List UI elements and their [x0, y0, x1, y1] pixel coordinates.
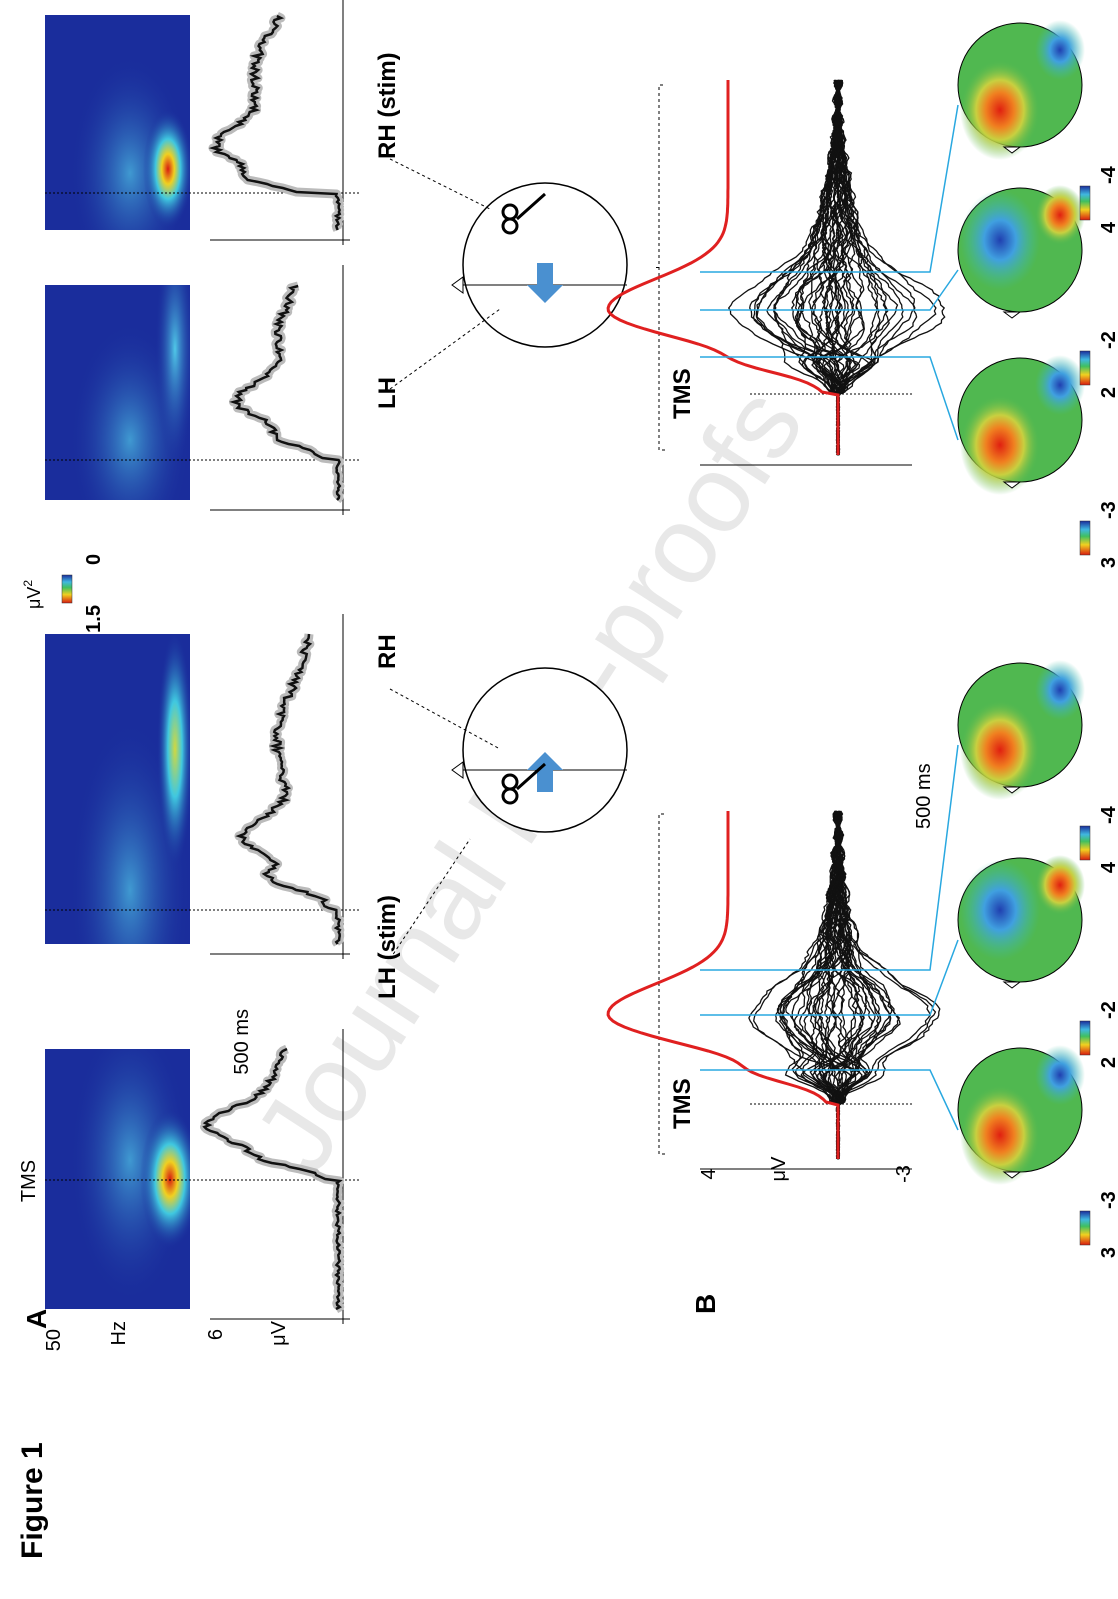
pointer — [390, 309, 500, 389]
y-label: -3 — [893, 1165, 915, 1183]
topo-colorbar — [1060, 141, 1068, 151]
nose — [452, 277, 463, 293]
topo-scale-min: -3 — [1098, 1191, 1118, 1209]
topo-scale-min: -4 — [1098, 805, 1118, 824]
channel-trace — [778, 811, 841, 1159]
time-scale: 500 ms — [913, 763, 935, 829]
colorbar-min: 0 — [83, 554, 105, 565]
topo-blob — [960, 700, 1040, 800]
topo-colorbar — [1080, 351, 1090, 385]
erp-band — [239, 634, 340, 944]
topo-blob — [960, 860, 1040, 960]
hemi-label: LH — [374, 377, 401, 409]
power-blob — [155, 229, 195, 469]
hemi-label: LH (stim) — [374, 895, 401, 999]
panel-label: A — [21, 1309, 52, 1329]
topo-scale-min: -4 — [1098, 165, 1118, 184]
panel-label: B — [690, 1294, 721, 1314]
channel-trace — [834, 80, 936, 455]
rotated-figure: Figure 1 A B 50 Hz TMS 6 μV 500 ms LH (s… — [16, 0, 1118, 1559]
topo-scale-min: -2 — [1098, 1001, 1118, 1019]
topo-colorbar — [1080, 1211, 1090, 1245]
colorbar-unit-sup: 2 — [21, 580, 35, 587]
power-blob — [143, 109, 193, 229]
topo-scale-max: 3 — [1098, 557, 1118, 568]
colorbar-unit: μV2 — [21, 580, 44, 609]
colorbar-unit: μV — [24, 587, 44, 609]
y-label: 4 — [698, 1168, 720, 1179]
erp-band — [234, 286, 340, 500]
colorbar-max: 1.5 — [83, 605, 105, 633]
topo-scale-min: -2 — [1098, 331, 1118, 349]
topo-scale-min: -3 — [1098, 501, 1118, 519]
topo-blob — [1035, 1045, 1085, 1105]
nose — [1004, 982, 1020, 988]
tms-label: TMS — [669, 1078, 696, 1129]
topo-scale-max: 4 — [1098, 221, 1118, 233]
tms-label: TMS — [18, 1160, 40, 1202]
topo-scale-max: 2 — [1098, 387, 1118, 398]
topo-blob — [1035, 855, 1085, 915]
freq-unit: Hz — [108, 1321, 130, 1345]
topo-colorbar — [1060, 306, 1068, 316]
topo-colorbar — [1060, 976, 1068, 986]
figure-title: Figure 1 — [16, 1442, 49, 1559]
nose — [1004, 312, 1020, 318]
topo-blob — [1035, 355, 1085, 415]
topo-scale-max: 4 — [1098, 861, 1118, 873]
colorbar — [62, 575, 72, 603]
topo-colorbar — [1080, 186, 1090, 220]
topo-colorbar — [1080, 521, 1090, 555]
topo-blob — [960, 395, 1040, 495]
erp-band — [213, 16, 340, 230]
topo-scale-max: 2 — [1098, 1057, 1118, 1068]
topo-blob — [1035, 20, 1085, 80]
topo-colorbar — [1060, 476, 1068, 486]
head — [463, 668, 627, 832]
power-blob — [140, 1109, 200, 1249]
hemi-label: RH (stim) — [374, 52, 401, 159]
hemi-label: RH — [374, 634, 401, 669]
topo-blob — [1035, 185, 1085, 245]
freq-label: 50 — [43, 1329, 65, 1351]
topo-blob — [960, 190, 1040, 290]
topo-colorbar — [1080, 1021, 1090, 1055]
topo-colorbar — [1080, 826, 1090, 860]
bracket — [655, 85, 665, 450]
topo-blob — [960, 60, 1040, 160]
topo-colorbar — [1060, 781, 1068, 791]
power-blob — [157, 629, 193, 869]
topo-scale-max: 3 — [1098, 1247, 1118, 1258]
amp-label: 6 — [205, 1329, 227, 1340]
pointer — [390, 159, 490, 209]
time-scale: 500 ms — [231, 1009, 253, 1075]
topo-blob — [960, 1085, 1040, 1185]
amp-unit: μV — [268, 1320, 290, 1346]
channel-trace — [835, 811, 936, 1159]
tms-label: TMS — [669, 368, 696, 419]
topo-colorbar — [1060, 1166, 1068, 1176]
figure: Journal Pre-proofs Figure 1 A B 50 Hz TM… — [0, 0, 1118, 1599]
topo-blob — [1035, 660, 1085, 720]
